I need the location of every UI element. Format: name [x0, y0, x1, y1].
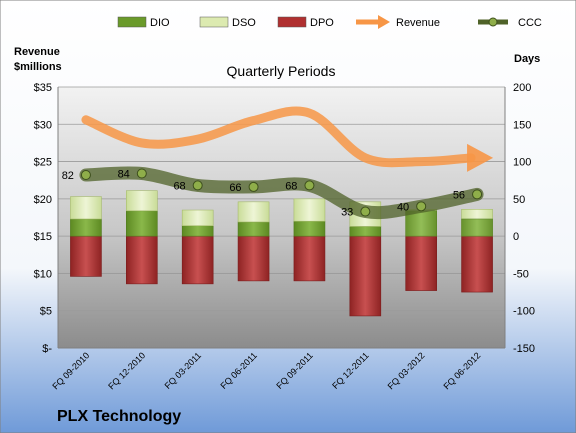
- ccc-point: [80, 169, 91, 180]
- company-name: PLX Technology: [57, 408, 181, 425]
- ccc-legend-marker: [488, 17, 498, 27]
- revenue-line: [81, 106, 476, 168]
- ccc-point: [192, 180, 203, 191]
- ccc-point: [248, 181, 259, 192]
- left-tick-label: $20: [34, 194, 52, 206]
- dpo-legend-swatch: [277, 16, 307, 28]
- left-tick-label: $-: [42, 343, 52, 355]
- dio-bar: [70, 218, 102, 237]
- ccc-data-label: 66: [229, 182, 241, 194]
- dio-bar: [461, 218, 493, 237]
- revenue-layer: [81, 106, 494, 172]
- ccc-point: [360, 206, 371, 217]
- dio-bar: [181, 225, 214, 237]
- right-tick-label: 150: [513, 119, 531, 131]
- bars: [70, 190, 493, 317]
- ccc-point: [136, 168, 147, 179]
- dio-bar: [237, 221, 270, 237]
- right-tick-label: -100: [513, 306, 535, 318]
- dso-legend-label: DSO: [232, 17, 256, 29]
- ccc-point: [472, 189, 483, 200]
- dpo-legend-label: DPO: [310, 17, 334, 29]
- right-tick-label: 200: [513, 82, 531, 94]
- left-tick-label: $5: [40, 306, 52, 318]
- right-tick-label: 0: [513, 231, 519, 243]
- dpo-bar: [349, 235, 382, 317]
- ccc-legend-label: CCC: [518, 17, 542, 29]
- right-tick-label: -50: [513, 268, 529, 280]
- dpo-bar: [126, 235, 158, 285]
- dso-bar: [70, 196, 102, 220]
- dpo-bar: [237, 235, 270, 282]
- legend: DIO DSO DPO Revenue CCC: [117, 15, 542, 29]
- dso-legend-swatch: [199, 16, 229, 28]
- dpo-bar: [70, 235, 102, 277]
- ccc-data-label: 68: [173, 180, 185, 192]
- ccc-data-label: 84: [118, 169, 130, 181]
- ccc-data-label: 56: [453, 189, 465, 201]
- right-tick-label: 100: [513, 157, 531, 169]
- ccc-point: [304, 180, 315, 191]
- left-tick-label: $25: [34, 157, 52, 169]
- ccc-layer: 82 84 68 66 68 33 40 56: [62, 166, 484, 220]
- dio-legend-label: DIO: [150, 17, 170, 29]
- dso-bar: [237, 201, 270, 223]
- plot-area: [58, 87, 505, 348]
- dpo-bar: [405, 235, 437, 291]
- dso-bar: [126, 190, 158, 212]
- revenue-arrowhead: [467, 143, 494, 172]
- dio-bar: [293, 220, 326, 237]
- revenue-legend-label: Revenue: [396, 17, 440, 29]
- left-axis-label-line2: $millions: [14, 61, 62, 73]
- ccc-data-label: 33: [341, 207, 353, 219]
- ccc-data-label: 68: [285, 180, 297, 192]
- dso-bar: [181, 209, 214, 227]
- right-tick-label: -150: [513, 343, 535, 355]
- left-tick-label: $30: [34, 119, 52, 131]
- dio-bar: [126, 210, 158, 237]
- left-tick-label: $35: [34, 82, 52, 94]
- dio-bar: [349, 226, 382, 237]
- left-tick-label: $15: [34, 231, 52, 243]
- ccc-line: [79, 166, 484, 220]
- left-axis-label-line1: Revenue: [14, 46, 60, 58]
- dso-bar: [293, 198, 326, 222]
- dpo-bar: [461, 235, 493, 293]
- left-tick-label: $10: [34, 268, 52, 280]
- dio-legend-swatch: [117, 16, 147, 28]
- ccc-point: [416, 201, 427, 212]
- chart-title: Quarterly Periods: [227, 63, 336, 79]
- dpo-bar: [181, 235, 214, 285]
- ccc-data-label: 82: [62, 170, 74, 182]
- dio-bar: [405, 210, 437, 237]
- right-tick-label: 50: [513, 194, 525, 206]
- ccc-data-label: 40: [397, 201, 409, 213]
- right-axis-label: Days: [514, 53, 540, 65]
- dpo-bar: [293, 235, 326, 282]
- revenue-legend-arrowhead: [378, 15, 390, 29]
